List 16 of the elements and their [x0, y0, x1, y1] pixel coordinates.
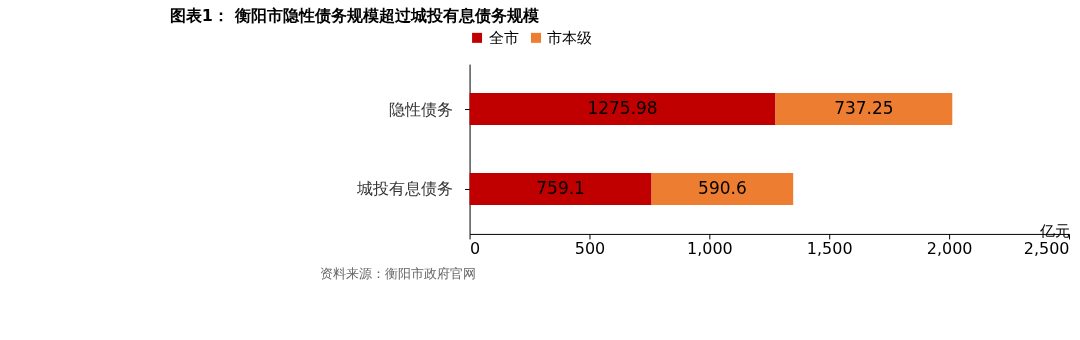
x-tick-label: 1,000	[686, 239, 733, 259]
data-label: 590.6	[698, 177, 747, 198]
x-tick-label: 2,000	[926, 239, 973, 259]
data-label: 759.1	[536, 177, 585, 198]
text: 资料来源：衡阳市政府官网	[319, 265, 476, 281]
legend-label: 市本级	[547, 28, 593, 47]
x-tick-label: 2,500	[1023, 239, 1070, 259]
x-tick-label: 500	[574, 239, 606, 259]
x-tick-label: 0	[470, 239, 481, 259]
data-label: 737.25	[834, 98, 894, 119]
legend-label: 全市	[488, 28, 519, 47]
y-tick-label: 隐性债务	[389, 99, 454, 119]
data-label: 1275.98	[587, 98, 658, 119]
x-tick-label: 1,500	[806, 239, 853, 259]
y-tick-label: 城投有息债务	[356, 179, 454, 199]
chart-title: 图表1： 衡阳市隐性债务规模超过城投有息债务规模	[169, 6, 539, 26]
